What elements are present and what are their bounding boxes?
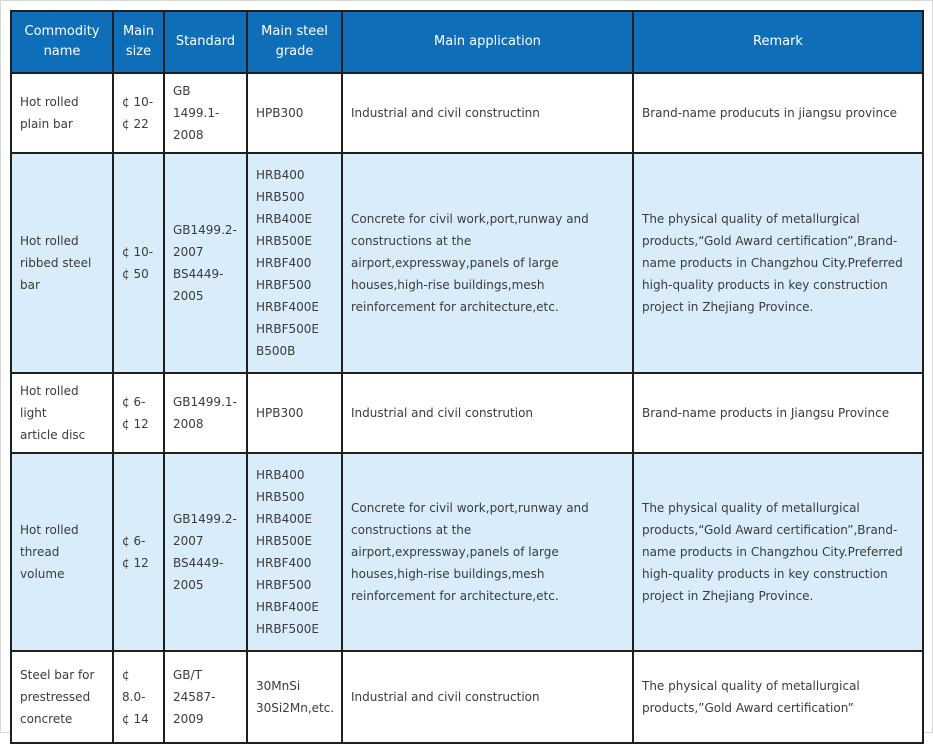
header-cell-commodity-name: Commodity name	[10, 10, 114, 74]
cell-main-steel-grade: 30MnSi 30Si2Mn,etc.	[246, 650, 343, 744]
cell-remark: Brand-name producuts in jiangsu province	[632, 72, 924, 154]
table-row: Steel bar for prestressed concrete ¢ 8.0…	[10, 650, 924, 744]
header-cell-main-size: Main size	[112, 10, 165, 74]
cell-main-steel-grade: HPB300	[246, 72, 343, 154]
header-cell-standard: Standard	[163, 10, 248, 74]
table-row: Hot rolled ribbed steel bar ¢ 10- ¢ 50 G…	[10, 152, 924, 374]
header-cell-main-steel-grade: Main steel grade	[246, 10, 343, 74]
cell-remark: Brand-name products in Jiangsu Province	[632, 372, 924, 454]
cell-remark: The physical quality of metallurgical pr…	[632, 452, 924, 652]
cell-main-steel-grade: HRB400 HRB500 HRB400E HRB500E HRBF400 HR…	[246, 452, 343, 652]
cell-main-size: ¢ 10- ¢ 50	[112, 152, 165, 374]
table-row: Hot rolled plain bar ¢ 10- ¢ 22 GB 1499.…	[10, 72, 924, 154]
header-row: Commodity name Main size Standard Main s…	[10, 10, 924, 74]
cell-standard: GB/T 24587- 2009	[163, 650, 248, 744]
cell-standard: GB1499.1- 2008	[163, 372, 248, 454]
cell-commodity-name: Hot rolled thread volume	[10, 452, 114, 652]
steel-products-spec-table: Commodity name Main size Standard Main s…	[10, 10, 924, 744]
cell-main-size: ¢ 10- ¢ 22	[112, 72, 165, 154]
cell-main-application: Concrete for civil work,port,runway and …	[341, 452, 634, 652]
cell-main-size: ¢ 8.0- ¢ 14	[112, 650, 165, 744]
cell-commodity-name: Hot rolled light article disc	[10, 372, 114, 454]
cell-standard: GB 1499.1- 2008	[163, 72, 248, 154]
cell-main-steel-grade: HPB300	[246, 372, 343, 454]
cell-standard: GB1499.2- 2007 BS4449- 2005	[163, 152, 248, 374]
cell-main-steel-grade: HRB400 HRB500 HRB400E HRB500E HRBF400 HR…	[246, 152, 343, 374]
cell-commodity-name: Steel bar for prestressed concrete	[10, 650, 114, 744]
cell-main-application: Industrial and civil constrution	[341, 372, 634, 454]
cell-main-size: ¢ 6- ¢ 12	[112, 372, 165, 454]
table-row: Hot rolled thread volume ¢ 6- ¢ 12 GB149…	[10, 452, 924, 652]
cell-main-size: ¢ 6- ¢ 12	[112, 452, 165, 652]
cell-commodity-name: Hot rolled plain bar	[10, 72, 114, 154]
table-row: Hot rolled light article disc ¢ 6- ¢ 12 …	[10, 372, 924, 454]
header-cell-remark: Remark	[632, 10, 924, 74]
cell-commodity-name: Hot rolled ribbed steel bar	[10, 152, 114, 374]
cell-standard: GB1499.2- 2007 BS4449- 2005	[163, 452, 248, 652]
cell-remark: The physical quality of metallurgical pr…	[632, 650, 924, 744]
cell-remark: The physical quality of metallurgical pr…	[632, 152, 924, 374]
header-cell-main-application: Main application	[341, 10, 634, 74]
cell-main-application: Concrete for civil work,port,runway and …	[341, 152, 634, 374]
cell-main-application: Industrial and civil construction	[341, 650, 634, 744]
cell-main-application: Industrial and civil constructinn	[341, 72, 634, 154]
